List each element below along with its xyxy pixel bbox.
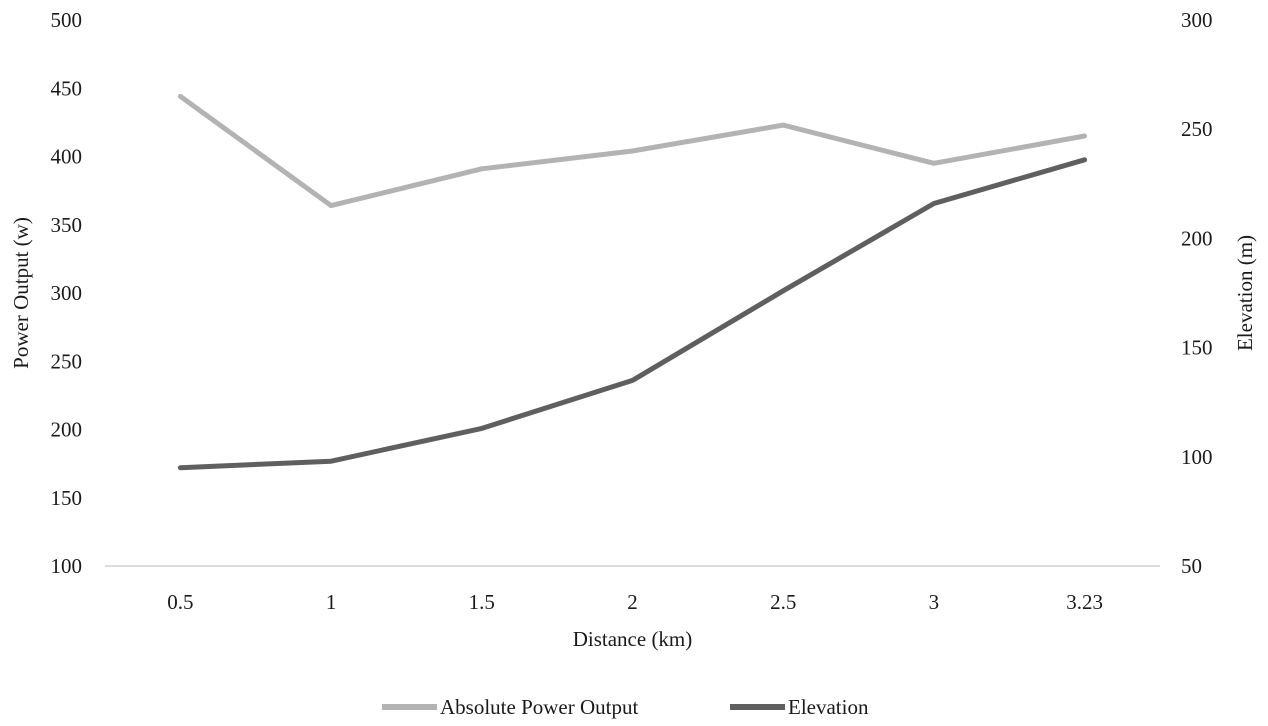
y-tick-label: 200	[51, 418, 83, 442]
y2-tick-label: 150	[1181, 336, 1213, 360]
series-line-power	[177, 93, 1088, 209]
y2-tick-label: 200	[1181, 226, 1213, 250]
x-tick-label: 3	[929, 590, 940, 614]
y-tick-label: 300	[51, 281, 83, 305]
series-line-elevation	[177, 157, 1088, 471]
y2-axis-title: Elevation (m)	[1233, 235, 1257, 351]
x-axis-title: Distance (km)	[573, 627, 693, 651]
y2-tick-label: 50	[1181, 554, 1202, 578]
x-tick-label: 2.5	[770, 590, 796, 614]
y-tick-label: 400	[51, 145, 83, 169]
x-tick-label: 1.5	[469, 590, 495, 614]
x-tick-label: 3.23	[1066, 590, 1103, 614]
legend: Absolute Power Output Elevation	[382, 695, 869, 719]
x-tick-label: 2	[627, 590, 638, 614]
legend-label-elevation: Elevation	[788, 695, 869, 719]
plot-lines	[177, 93, 1088, 471]
x-tick-label: 1	[326, 590, 337, 614]
y-tick-label: 150	[51, 486, 83, 510]
left-y-axis: 100 150 200 250 300 350 400 450 500	[51, 8, 83, 578]
y2-tick-label: 250	[1181, 117, 1213, 141]
y2-tick-label: 100	[1181, 445, 1213, 469]
y2-tick-label: 300	[1181, 8, 1213, 32]
y-axis-title: Power Output (w)	[9, 217, 33, 369]
y-tick-label: 250	[51, 349, 83, 373]
y-tick-label: 450	[51, 76, 83, 100]
y-tick-label: 350	[51, 213, 83, 237]
right-y-axis: 50 100 150 200 250 300	[1181, 8, 1213, 578]
legend-label-power: Absolute Power Output	[440, 695, 638, 719]
y-tick-label: 500	[51, 8, 83, 32]
x-axis: 0.5 1 1.5 2 2.5 3 3.23	[167, 590, 1103, 614]
x-tick-label: 0.5	[167, 590, 193, 614]
y-tick-label: 100	[51, 554, 83, 578]
